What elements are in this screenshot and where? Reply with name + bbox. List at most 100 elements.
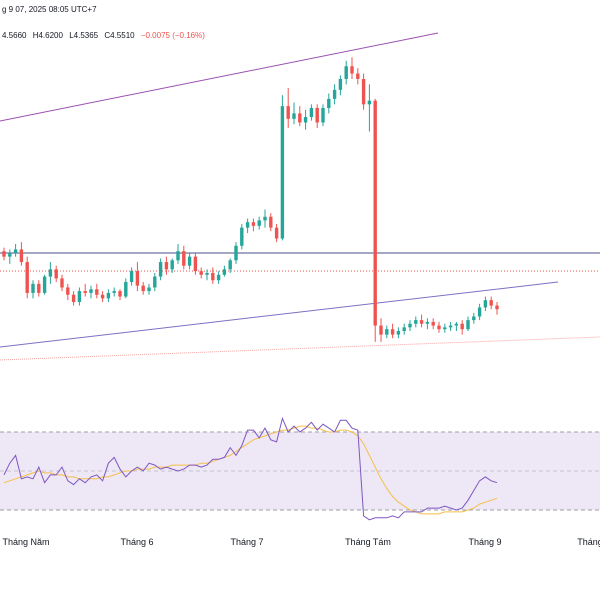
candle-down[interactable] [100,294,105,299]
candle-down[interactable] [379,325,383,335]
candle-up[interactable] [425,321,430,324]
ohlc-values: 4.5660 H4.6200 L4.5365 C4.5510 −0.0075 (… [2,31,205,40]
candle-up[interactable] [129,271,134,283]
candle-up[interactable] [8,253,12,257]
candle-up[interactable] [408,323,412,328]
candle-down[interactable] [419,320,424,324]
candle-up[interactable] [477,307,482,317]
candle-down[interactable] [19,249,24,263]
candle-up[interactable] [176,251,180,261]
candle-up[interactable] [106,292,111,299]
candle-up[interactable] [292,113,296,119]
header-close-prefix: C [104,31,110,40]
candle-up[interactable] [77,291,82,302]
faint-trend-line [0,336,600,361]
candle-down[interactable] [315,107,319,123]
candle-up[interactable] [466,320,470,330]
candle-up[interactable] [321,107,325,123]
candle-down[interactable] [66,287,70,295]
candle-up[interactable] [263,216,267,221]
candle-up[interactable] [332,89,337,99]
candle-down[interactable] [83,291,87,293]
candle-up[interactable] [228,260,232,270]
candle-down[interactable] [356,73,360,79]
candle-down[interactable] [182,251,186,266]
candle-up[interactable] [48,269,53,277]
candle-down[interactable] [193,256,198,272]
candle-down[interactable] [54,269,58,279]
candle-up[interactable] [367,100,372,105]
candle-up[interactable] [414,320,418,324]
candle-up[interactable] [147,287,151,292]
candle-up[interactable] [222,269,227,275]
candle-down[interactable] [437,325,441,330]
candle-up[interactable] [205,272,209,275]
candle-down[interactable] [269,216,273,228]
candle-up[interactable] [338,78,343,90]
candle-down[interactable] [164,262,169,270]
candle-down[interactable] [361,78,366,105]
x-tick-label: Tháng 9 [468,537,501,547]
candle-up[interactable] [158,262,163,277]
candle-down[interactable] [460,323,464,330]
header-low: 4.5365 [74,31,99,40]
candle-down[interactable] [71,294,76,302]
candle-down[interactable] [60,278,64,288]
candle-up[interactable] [89,289,93,293]
candle-down[interactable] [489,300,493,306]
candle-down[interactable] [373,100,377,326]
candle-up[interactable] [31,283,35,293]
header-date: g 9 07, 2025 08:05 UTC+7 [2,5,97,14]
candle-up[interactable] [443,327,447,330]
candle-down[interactable] [2,251,6,257]
candle-up[interactable] [170,260,174,270]
candle-down[interactable] [350,66,354,74]
candle-up[interactable] [245,222,250,228]
candle-up[interactable] [240,227,244,246]
candle-down[interactable] [141,285,145,292]
candle-up[interactable] [402,327,406,331]
candlestick-series [2,57,499,342]
candle-up[interactable] [396,330,401,335]
candle-down[interactable] [95,289,99,295]
candle-up[interactable] [42,276,47,293]
candle-up[interactable] [13,249,18,254]
candle-up[interactable] [124,282,128,297]
candle-up[interactable] [309,107,314,118]
channel-lower-line[interactable] [0,281,559,348]
candle-down[interactable] [431,321,435,326]
rsi-line [3,416,498,521]
candle-up[interactable] [112,291,116,293]
candle-down[interactable] [286,106,290,119]
candle-down[interactable] [298,113,302,123]
candle-down[interactable] [25,262,29,293]
candle-up[interactable] [472,316,476,321]
candle-up[interactable] [216,274,221,281]
candle-up[interactable] [234,245,238,261]
candle-down[interactable] [390,329,395,335]
candle-up[interactable] [454,323,459,326]
candle-down[interactable] [274,227,279,239]
candle-down[interactable] [118,291,122,297]
x-tick-label: Tháng Năm [2,537,49,547]
candle-down[interactable] [135,271,140,286]
candle-up[interactable] [327,98,331,108]
header-open: 4.5660 [2,31,27,40]
candle-up[interactable] [187,256,192,266]
candle-up[interactable] [280,106,285,239]
candle-up[interactable] [483,300,488,308]
channel-upper-line[interactable] [0,32,439,122]
candle-down[interactable] [495,305,499,310]
candle-down[interactable] [37,283,41,293]
candle-up[interactable] [385,329,389,335]
candle-up[interactable] [153,276,157,288]
candle-down[interactable] [251,222,256,226]
candle-up[interactable] [448,325,453,328]
candle-up[interactable] [257,220,261,226]
candle-down[interactable] [211,272,215,281]
candle-down[interactable] [199,271,203,275]
candle-up[interactable] [344,66,348,79]
candle-up[interactable] [303,117,308,123]
header-high: 4.6200 [38,31,63,40]
